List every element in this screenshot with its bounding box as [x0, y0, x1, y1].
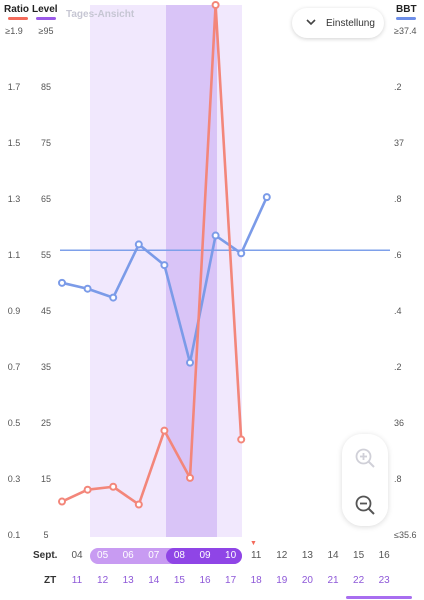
cycle-day: 19 — [276, 575, 288, 586]
date-day[interactable]: 16 — [378, 550, 390, 561]
view-mode-label[interactable]: Tages-Ansicht — [66, 9, 135, 20]
cycle-day: 21 — [327, 575, 339, 586]
peak-days-pill — [166, 548, 242, 564]
bbt-point[interactable] — [262, 193, 271, 202]
ratio-legend-label: Ratio — [4, 4, 29, 15]
ratio-tick: 1.3 — [7, 194, 21, 204]
bbt-tick: ≥37.4 — [394, 26, 417, 36]
ratio-point[interactable] — [134, 500, 143, 509]
cycle-day: 12 — [97, 575, 109, 586]
bbt-tick: 37 — [394, 138, 405, 148]
bbt-tick: 36 — [394, 418, 405, 428]
ratio-tick: 1.7 — [7, 82, 21, 92]
bbt-point[interactable] — [83, 284, 92, 293]
cycle-day: 20 — [301, 575, 313, 586]
date-day[interactable]: 15 — [353, 550, 365, 561]
bbt-tick: .2 — [394, 362, 402, 372]
ratio-point[interactable] — [211, 1, 220, 9]
date-day[interactable]: 07 — [148, 550, 160, 561]
date-day[interactable]: 05 — [97, 550, 109, 561]
zoom-out-icon[interactable] — [354, 494, 376, 521]
level-tick: 45 — [40, 306, 51, 316]
ratio-point[interactable] — [160, 426, 169, 435]
ratio-tick: 0.9 — [7, 306, 21, 316]
ratio-tick: 1.1 — [7, 250, 21, 260]
bbt-point[interactable] — [160, 261, 169, 270]
level-tick: 65 — [40, 194, 51, 204]
date-day[interactable]: 09 — [199, 550, 211, 561]
cycle-day-label: ZT — [44, 575, 57, 586]
bbt-tick: .8 — [394, 474, 402, 484]
bbt-tick: .4 — [394, 306, 402, 316]
cycle-day: 18 — [250, 575, 262, 586]
level-tick: 75 — [40, 138, 51, 148]
level-tick: 55 — [40, 250, 51, 260]
date-day[interactable]: 08 — [173, 550, 185, 561]
cycle-day: 15 — [173, 575, 185, 586]
bbt-tick: .6 — [394, 250, 402, 260]
zoom-in-icon[interactable] — [354, 447, 376, 474]
bbt-point[interactable] — [58, 278, 66, 287]
ratio-tick: 0.5 — [7, 418, 21, 428]
date-day[interactable]: 14 — [327, 550, 339, 561]
month-label: Sept. — [33, 550, 58, 561]
bbt-point[interactable] — [134, 240, 143, 249]
bbt-point[interactable] — [211, 231, 220, 240]
date-day[interactable]: 04 — [71, 550, 83, 561]
level-tick: ≥95 — [38, 26, 54, 36]
cycle-day: 22 — [353, 575, 365, 586]
settings-label: Einstellung — [326, 17, 375, 29]
level-legend-swatch — [36, 17, 56, 20]
cycle-day: 17 — [225, 575, 237, 586]
date-day[interactable]: 06 — [122, 550, 134, 561]
date-day[interactable]: 13 — [301, 550, 313, 561]
ratio-tick: ≥1.9 — [5, 26, 23, 36]
bbt-point[interactable] — [237, 249, 246, 258]
cycle-day: 13 — [122, 575, 134, 586]
settings-button[interactable]: Einstellung — [292, 8, 384, 38]
ratio-point[interactable] — [58, 497, 66, 506]
cycle-day: 16 — [199, 575, 211, 586]
bbt-legend-swatch — [396, 17, 416, 20]
chevron-down-icon — [306, 18, 316, 29]
cycle-day: 14 — [148, 575, 160, 586]
level-tick: 15 — [40, 474, 51, 484]
bbt-tick: .2 — [394, 82, 402, 92]
ratio-tick: 1.5 — [7, 138, 21, 148]
ratio-point[interactable] — [83, 485, 92, 494]
ratio-point[interactable] — [186, 473, 194, 482]
level-tick: 35 — [40, 362, 51, 372]
ratio-series-line — [61, 3, 243, 506]
scroll-indicator — [346, 596, 412, 599]
level-legend-label: Level — [32, 4, 58, 15]
bbt-tick: ≤35.6 — [394, 530, 417, 540]
level-tick: 25 — [40, 418, 51, 428]
bbt-point[interactable] — [186, 358, 194, 367]
date-day[interactable]: 11 — [250, 550, 262, 561]
level-tick: 5 — [43, 530, 49, 540]
cycle-day: 11 — [71, 575, 83, 586]
bbt-legend-label: BBT — [396, 4, 417, 15]
bbt-tick: .8 — [394, 194, 402, 204]
ratio-tick: 0.7 — [7, 362, 21, 372]
ratio-tick: 0.3 — [7, 474, 21, 484]
date-day[interactable]: 10 — [225, 550, 237, 561]
ratio-point[interactable] — [109, 482, 118, 491]
date-day[interactable]: 12 — [276, 550, 288, 561]
ratio-point[interactable] — [237, 435, 246, 444]
bbt-point[interactable] — [109, 293, 118, 302]
today-marker: ▼ — [250, 540, 257, 547]
level-tick: 85 — [40, 82, 51, 92]
cycle-day: 23 — [378, 575, 390, 586]
ratio-tick: 0.1 — [7, 530, 21, 540]
ratio-legend-swatch — [8, 17, 28, 20]
